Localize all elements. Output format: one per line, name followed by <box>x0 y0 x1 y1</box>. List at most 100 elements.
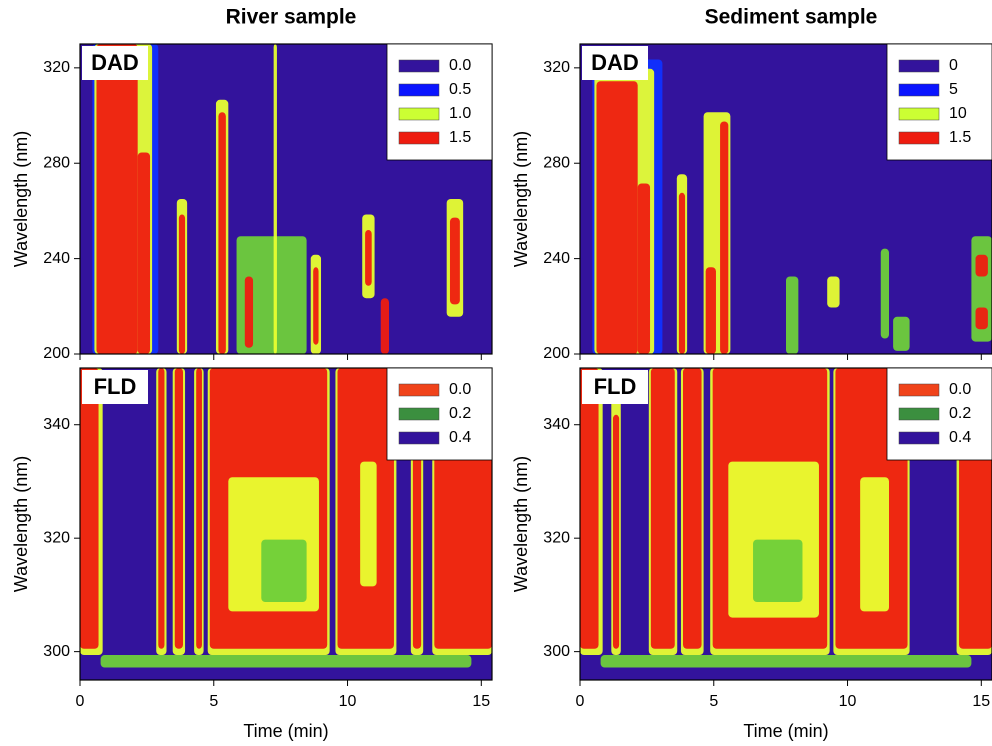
legend-label: 10 <box>949 105 967 122</box>
legend-label: 1.0 <box>449 105 471 122</box>
panel-label-box <box>582 46 648 80</box>
legend-label: 1.5 <box>449 129 471 146</box>
y-tick-label: 300 <box>543 643 570 660</box>
field-patch <box>580 368 599 649</box>
field-patch <box>158 368 165 649</box>
x-tick-label: 5 <box>709 693 718 710</box>
field-patch <box>720 121 729 354</box>
legend-swatch <box>398 83 440 97</box>
legend-swatch <box>898 59 940 73</box>
panel-label: FLD <box>94 374 137 399</box>
x-tick-label: 5 <box>209 693 218 710</box>
y-tick-label: 240 <box>543 250 570 267</box>
field-patch <box>273 44 277 354</box>
field-patch <box>174 368 183 649</box>
y-axis-label: Wavelength (nm) <box>11 131 31 267</box>
field-patch <box>860 477 889 612</box>
plot-frame <box>579 367 992 681</box>
panel-label-box <box>82 46 148 80</box>
y-tick-label: 200 <box>543 345 570 362</box>
legend-swatch <box>398 431 440 445</box>
field-patch <box>753 539 803 602</box>
y-tick-label: 300 <box>43 643 70 660</box>
legend-label: 1.5 <box>949 129 971 146</box>
field-patch <box>80 368 99 649</box>
legend-swatch <box>398 383 440 397</box>
field-patch <box>596 81 638 354</box>
field-patch <box>365 230 372 286</box>
y-axis-label: Wavelength (nm) <box>511 131 531 267</box>
y-tick-label: 320 <box>543 529 570 546</box>
field-patch <box>244 276 254 348</box>
legend-label: 0.2 <box>449 405 471 422</box>
field-patch <box>786 276 799 354</box>
field-patch <box>637 183 651 354</box>
field-patch <box>893 316 910 351</box>
legend-label: 0.5 <box>449 81 471 98</box>
y-tick-label: 320 <box>543 59 570 76</box>
field-patch <box>880 248 889 339</box>
y-axis-label: Wavelength (nm) <box>11 456 31 592</box>
legend-swatch <box>398 107 440 121</box>
panel-label-box <box>82 370 148 404</box>
field-patch <box>449 217 460 305</box>
legend-label: 0.0 <box>449 381 471 398</box>
field-patch <box>218 112 226 354</box>
y-tick-label: 320 <box>43 59 70 76</box>
field-patch <box>683 368 702 649</box>
field-patch <box>975 307 988 330</box>
legend-swatch <box>898 107 940 121</box>
y-tick-label: 240 <box>43 250 70 267</box>
legend-swatch <box>898 131 940 145</box>
x-axis-label: Time (min) <box>743 721 828 741</box>
x-tick-label: 15 <box>472 693 490 710</box>
plot-frame <box>79 43 493 355</box>
legend-swatch <box>898 383 940 397</box>
panel-label-box <box>582 370 648 404</box>
y-tick-label: 280 <box>543 154 570 171</box>
field-patch <box>612 414 620 649</box>
legend-swatch <box>398 131 440 145</box>
legend-label: 0.4 <box>949 429 971 446</box>
y-tick-label: 340 <box>543 416 570 433</box>
field-patch <box>975 254 988 277</box>
field-patch <box>705 267 716 354</box>
field-patch <box>434 414 492 649</box>
x-tick-label: 10 <box>839 693 857 710</box>
panel-label: FLD <box>594 374 637 399</box>
field-patch <box>650 368 675 649</box>
x-tick-label: 15 <box>972 693 990 710</box>
legend-swatch <box>898 83 940 97</box>
plot-frame <box>579 43 992 355</box>
legend-label: 0.4 <box>449 429 471 446</box>
field-patch <box>959 446 992 649</box>
legend-swatch <box>898 431 940 445</box>
y-axis-label: Wavelength (nm) <box>511 456 531 592</box>
field-patch <box>137 152 151 354</box>
legend-label: 0.0 <box>949 381 971 398</box>
field-patch <box>678 192 686 354</box>
y-tick-label: 280 <box>43 154 70 171</box>
field-patch <box>178 214 186 354</box>
y-tick-label: 200 <box>43 345 70 362</box>
field-patch <box>96 44 138 354</box>
legend-label: 5 <box>949 81 958 98</box>
field-patch <box>261 539 307 602</box>
x-tick-label: 0 <box>76 693 85 710</box>
panel-title: Sediment sample <box>705 6 878 29</box>
legend-swatch <box>398 407 440 421</box>
field-patch <box>380 298 389 354</box>
field-patch <box>827 276 840 308</box>
x-tick-label: 10 <box>339 693 357 710</box>
plot-frame <box>79 367 493 681</box>
field-patch <box>360 461 377 587</box>
legend-label: 0.2 <box>949 405 971 422</box>
field-patch <box>196 368 202 649</box>
legend-label: 0.0 <box>449 57 471 74</box>
y-tick-label: 340 <box>43 416 70 433</box>
panel-title: River sample <box>226 6 357 29</box>
field-patch <box>600 655 972 668</box>
y-tick-label: 320 <box>43 529 70 546</box>
field-patch <box>100 655 472 668</box>
